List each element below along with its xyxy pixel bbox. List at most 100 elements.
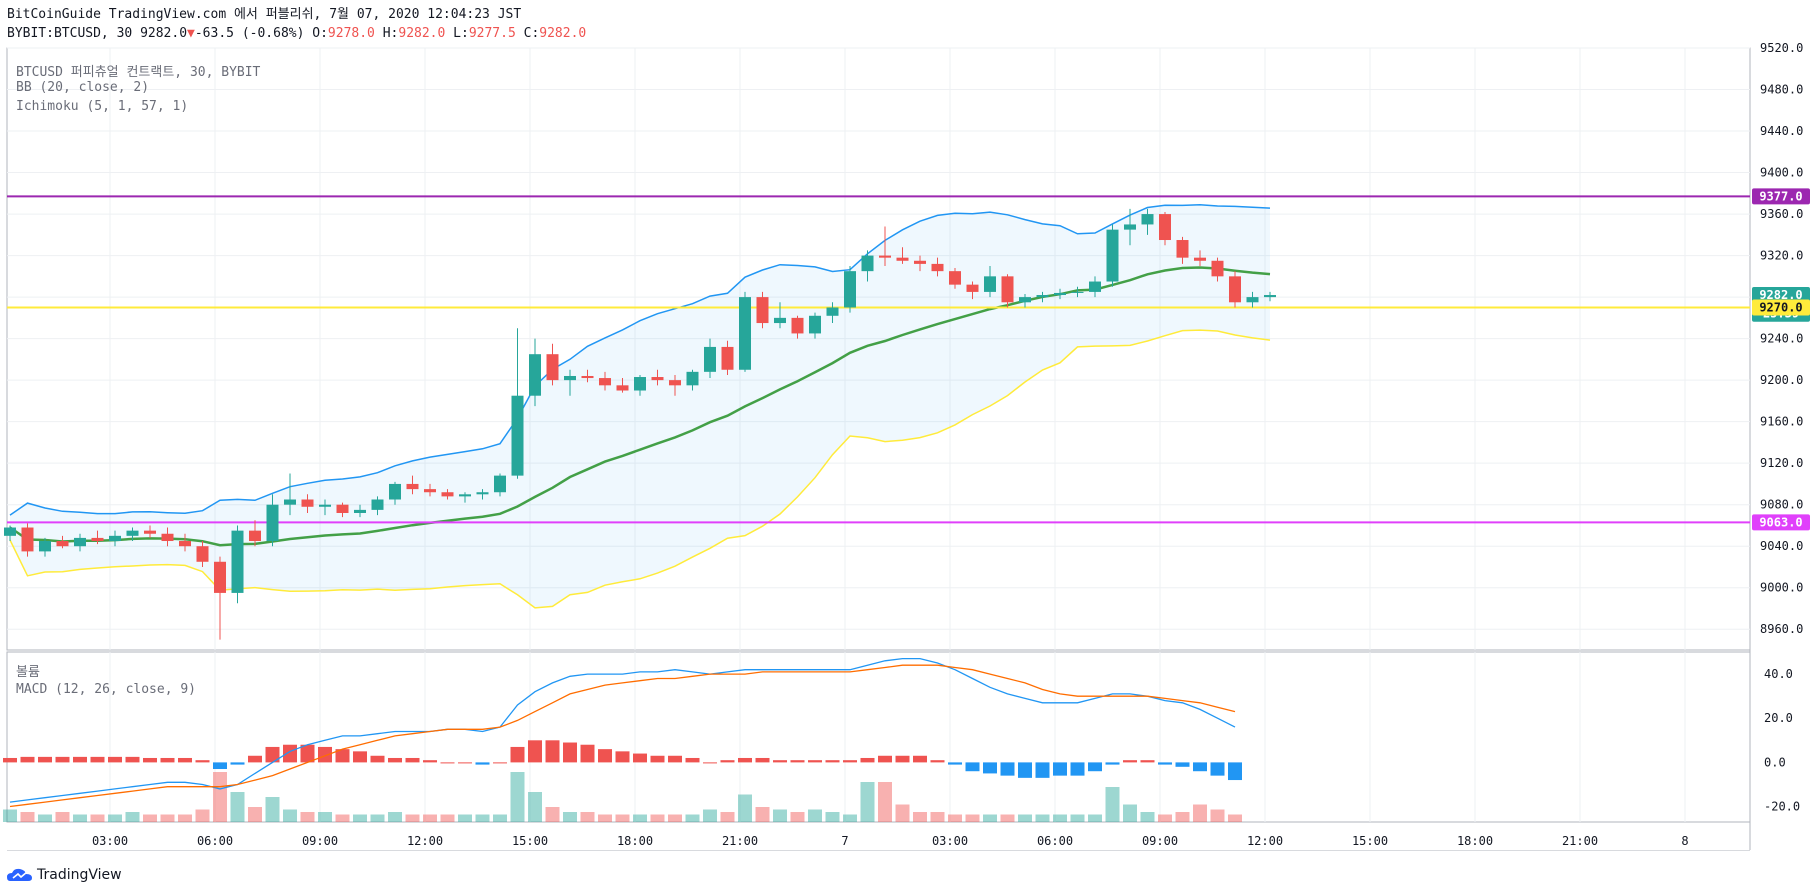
ichimoku-legend[interactable]: Ichimoku (5, 1, 57, 1): [16, 99, 189, 114]
time-tick: 8: [1681, 834, 1688, 848]
candle: [861, 255, 874, 272]
volume-bar: [1193, 804, 1207, 822]
volume-bar: [178, 814, 192, 822]
macd-hist-bar: [755, 757, 770, 763]
macd-hist-bar: [353, 751, 367, 763]
symbol-legend[interactable]: BTCUSD 퍼피츄얼 컨트랙트, 30, BYBIT: [16, 65, 261, 80]
volume-bar: [1053, 814, 1067, 822]
volume-bar: [370, 814, 385, 822]
price-change: -63.5 (-0.68%): [194, 26, 305, 41]
volume-bar: [615, 814, 630, 822]
macd-hist-bar: [1035, 762, 1050, 778]
time-tick: 06:00: [1037, 834, 1073, 848]
candle: [1264, 295, 1276, 298]
volume-bar: [1000, 814, 1015, 822]
macd-hist-bar: [510, 746, 525, 763]
time-tick: 21:00: [1562, 834, 1598, 848]
candle: [424, 489, 436, 493]
price-tick: 9480.0: [1760, 83, 1803, 97]
volume-bar: [230, 792, 245, 822]
time-tick: 18:00: [617, 834, 653, 848]
price-pane: [6, 47, 1751, 651]
volume-bar: [283, 809, 297, 822]
volume-bar: [1070, 814, 1085, 822]
candle: [266, 504, 279, 542]
volume-bar: [160, 814, 175, 822]
macd-hist-bar: [265, 746, 280, 763]
candle: [529, 354, 541, 396]
macd-hist-bar: [545, 740, 560, 763]
volume-bar: [335, 814, 350, 822]
low-value: 9277.5: [468, 26, 516, 41]
candle: [756, 297, 769, 324]
price-tick: 9200.0: [1760, 373, 1803, 387]
price-label: 9270.0: [1759, 300, 1802, 314]
macd-hist-bar: [703, 762, 717, 764]
candle: [634, 377, 646, 391]
candle: [301, 499, 314, 507]
candle: [1071, 291, 1084, 293]
volume-legend[interactable]: 볼륨: [16, 665, 40, 680]
candle: [774, 317, 786, 324]
candle: [984, 276, 996, 292]
macd-hist-bar: [1018, 762, 1032, 778]
macd-hist-bar: [528, 740, 542, 763]
time-tick: 03:00: [932, 834, 968, 848]
candle: [4, 527, 16, 536]
price-tick: 9520.0: [1760, 41, 1803, 55]
time-tick: 7: [841, 834, 848, 848]
macd-legend[interactable]: MACD (12, 26, close, 9): [16, 682, 197, 697]
macd-hist-bar: [178, 757, 192, 763]
macd-hist-bar: [913, 755, 927, 763]
macd-hist-bar: [125, 756, 140, 763]
volume-bar: [860, 782, 875, 822]
volume-bar: [1140, 812, 1155, 822]
volume-bar: [563, 812, 577, 822]
tradingview-logo[interactable]: TradingView: [6, 866, 122, 884]
candle: [371, 499, 384, 510]
candle: [1159, 214, 1171, 241]
macd-hist-bar: [738, 757, 752, 763]
candle: [1176, 240, 1189, 258]
candle: [599, 378, 611, 386]
volume-bar: [248, 807, 262, 822]
candle: [1194, 257, 1206, 261]
volume-bar: [685, 814, 700, 822]
bb-legend[interactable]: BB (20, close, 2): [16, 80, 150, 95]
macd-tick: 20.0: [1764, 711, 1793, 725]
volume-bar: [90, 814, 105, 822]
volume-bar: [195, 809, 210, 822]
volume-bar: [265, 797, 280, 822]
candle: [476, 492, 489, 495]
macd-hist-bar: [405, 757, 420, 763]
macd-hist-bar: [1210, 762, 1225, 776]
price-tick: 9040.0: [1760, 539, 1803, 553]
candle: [704, 346, 716, 372]
close-value: 9282.0: [539, 26, 587, 41]
candle: [319, 504, 331, 507]
macd-hist-bar: [1123, 760, 1137, 763]
candle: [1124, 224, 1136, 230]
volume-bar: [738, 794, 752, 822]
macd-hist-bar: [108, 756, 122, 763]
candle: [896, 257, 909, 261]
macd-pane: [6, 651, 1751, 823]
macd-hist-bar: [300, 744, 315, 763]
macd-hist-bar: [843, 760, 857, 763]
candle: [809, 315, 821, 334]
volume-bar: [965, 814, 980, 822]
candle: [109, 535, 121, 542]
volume-bar: [458, 814, 472, 822]
macd-line: [9, 657, 1236, 803]
candle: [231, 530, 244, 593]
candle: [144, 530, 156, 534]
macd-hist-bar: [318, 746, 332, 763]
volume-bar: [475, 814, 490, 822]
time-tick: 06:00: [197, 834, 233, 848]
macd-hist-bar: [90, 756, 105, 763]
volume-bar: [38, 814, 52, 822]
candle: [39, 541, 51, 552]
candle: [826, 307, 839, 316]
volume-bar: [703, 809, 717, 822]
